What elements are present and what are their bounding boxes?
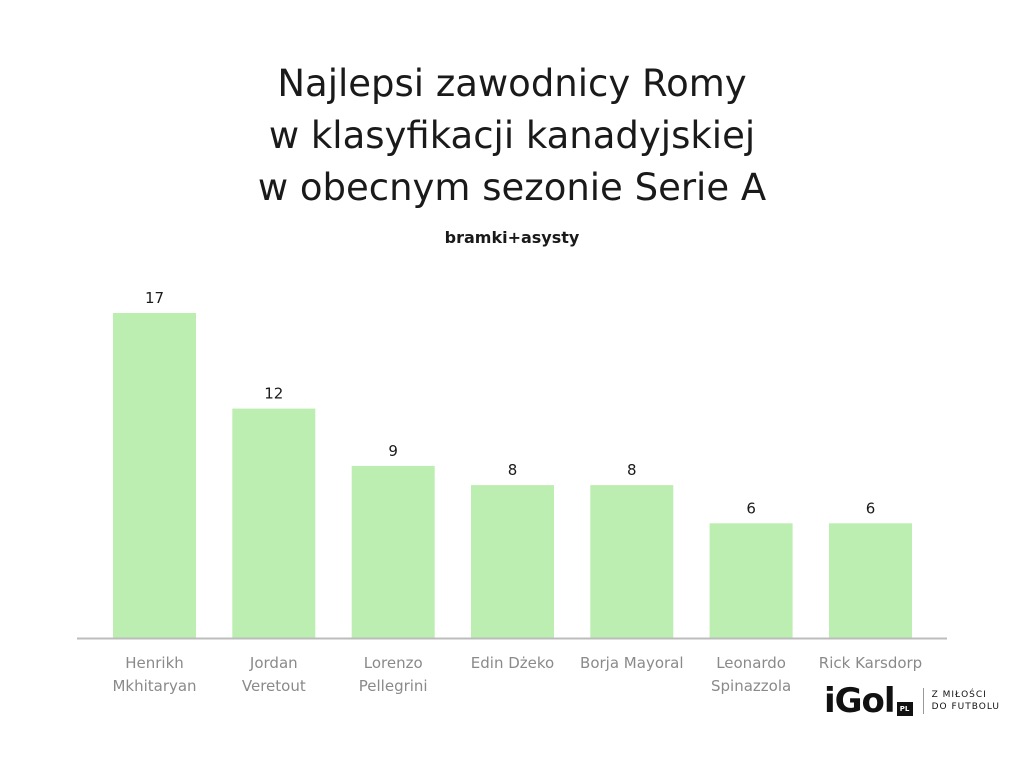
category-label-4-0: Borja Mayoral	[580, 654, 683, 672]
category-label-5-1: Spinazzola	[711, 677, 791, 695]
chart-title-line-3: w obecnym sezonie Serie A	[257, 166, 767, 209]
bar-4	[590, 485, 674, 638]
value-label-2: 9	[388, 442, 398, 460]
value-label-5: 6	[746, 499, 756, 517]
bar-5	[709, 523, 793, 638]
logo-tagline-line-2: DO FUTBOLU	[931, 702, 1000, 712]
category-label-2-1: Pellegrini	[359, 677, 428, 695]
category-label-3-0: Edin Dżeko	[471, 654, 554, 672]
value-label-4: 8	[627, 461, 637, 479]
bar-2	[351, 465, 435, 638]
category-label-6-0: Rick Karsdorp	[819, 654, 922, 672]
logo-divider	[922, 688, 924, 714]
logo-tagline-line-1: Z MIŁOŚCI	[931, 690, 987, 700]
category-label-1-0: Jordan	[249, 654, 298, 672]
value-label-0: 17	[145, 289, 164, 307]
logo-badge: PL	[896, 702, 913, 716]
category-label-2-0: Lorenzo	[364, 654, 423, 672]
bar-3	[471, 485, 554, 638]
value-label-6: 6	[866, 499, 876, 517]
logo-tagline: Z MIŁOŚCI DO FUTBOLU	[932, 689, 1000, 713]
category-label-0-0: Henrikh	[125, 654, 184, 672]
value-label-3: 8	[508, 461, 518, 479]
category-label-0-1: Mkhitaryan	[112, 677, 196, 695]
chart-title-line-2: w klasyfikacji kanadyjskiej	[268, 114, 756, 157]
bar-6	[829, 523, 912, 638]
bar-1	[232, 408, 316, 638]
chart-title-line-1: Najlepsi zawodnicy Romy	[277, 62, 747, 105]
logo-wordmark: iGol	[824, 681, 896, 721]
bar-0	[113, 313, 196, 638]
value-label-1: 12	[264, 385, 283, 403]
igol-logo: iGol PL Z MIŁOŚCI DO FUTBOLU	[824, 684, 1000, 718]
chart-title: Najlepsi zawodnicy Romy w klasyfikacji k…	[0, 58, 1024, 214]
chart-subtitle: bramki+asysty	[444, 228, 580, 247]
category-label-1-1: Veretout	[242, 677, 306, 695]
category-label-5-0: Leonardo	[716, 654, 786, 672]
